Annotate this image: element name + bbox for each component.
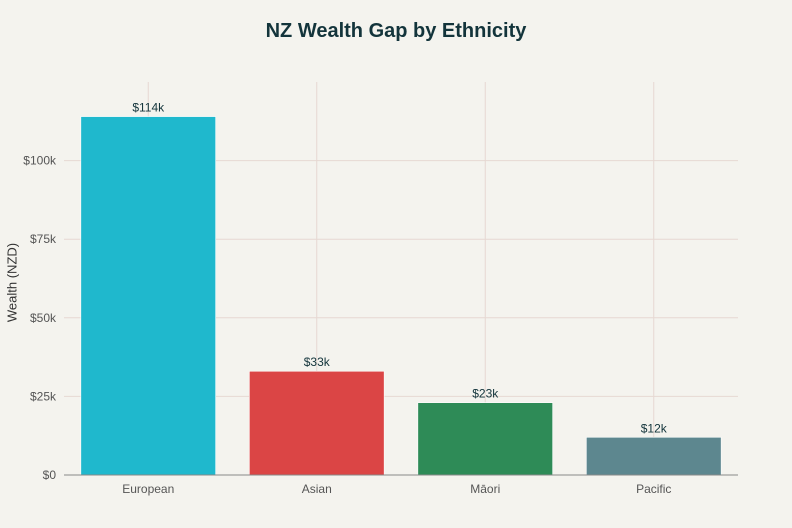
bar-pacific (586, 436, 722, 476)
y-tick-label: $75k (30, 232, 57, 246)
y-tick-label: $25k (30, 389, 57, 403)
data-label: $33k (304, 355, 331, 369)
x-tick-label: Asian (302, 482, 332, 496)
bar-asian (249, 370, 385, 476)
data-label: $12k (641, 421, 668, 435)
data-label: $23k (472, 387, 499, 401)
y-tick-label: $50k (30, 311, 57, 325)
x-tick-label: Pacific (636, 482, 671, 496)
bar-māori (417, 402, 553, 476)
x-tick-label: Māori (470, 482, 500, 496)
chart-title: NZ Wealth Gap by Ethnicity (265, 20, 527, 42)
data-label: $114k (132, 101, 165, 115)
bar-european (80, 116, 216, 476)
x-tick-label: European (122, 482, 174, 496)
y-tick-label: $100k (23, 154, 57, 168)
y-tick-label: $0 (43, 468, 57, 482)
